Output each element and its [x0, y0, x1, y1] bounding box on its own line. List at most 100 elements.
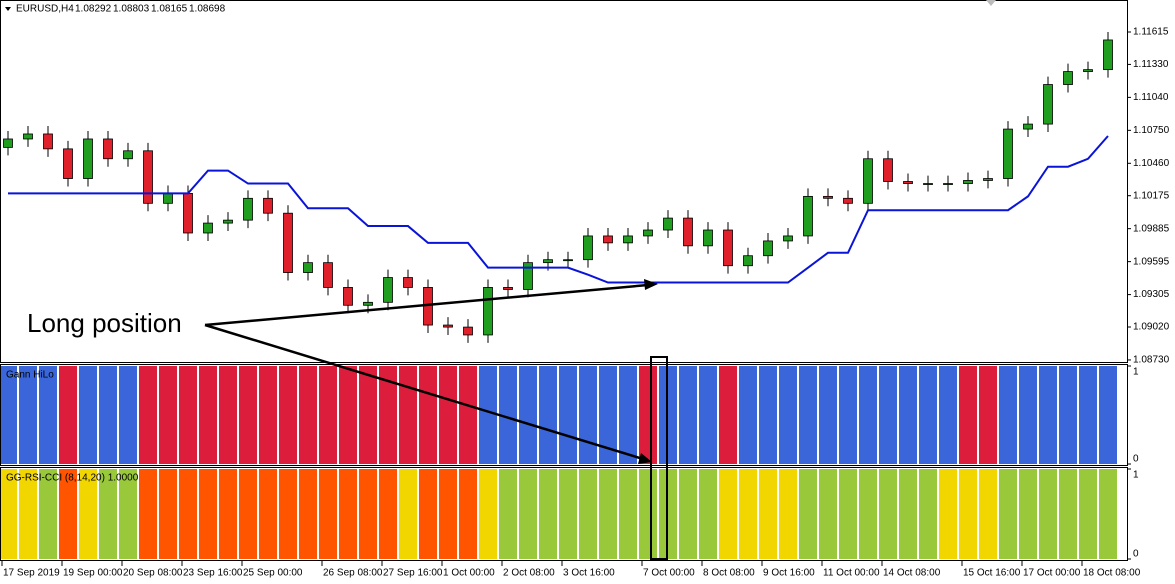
x-tick-label: 14 Oct 08:00: [883, 568, 941, 579]
x-tick-label: 19 Sep 00:00: [63, 568, 123, 579]
x-tick-label: 3 Oct 16:00: [563, 568, 615, 579]
candle-body: [883, 158, 893, 182]
candle-body: [683, 217, 693, 247]
candle-body: [843, 197, 853, 204]
candle-body: [663, 217, 673, 231]
indicator-bar: [779, 469, 797, 559]
arrow-shaft: [204, 323, 644, 461]
x-tick-label: 17 Oct 00:00: [1023, 568, 1081, 579]
y-tick-label: 1.09305: [1133, 289, 1170, 300]
indicator-bar: [559, 469, 577, 559]
candle-body: [723, 229, 733, 267]
indicator-bar: [799, 366, 817, 464]
indicator-bar: [1079, 469, 1097, 559]
indicator-bar: [199, 469, 217, 559]
indicator-bar: [199, 366, 217, 464]
indicator-bar: [819, 366, 837, 464]
candle-body: [63, 148, 73, 179]
indicator-bar: [459, 469, 477, 559]
candle-body: [643, 229, 653, 237]
candle-body: [243, 197, 253, 221]
indicator-bar: [479, 366, 497, 464]
candle-body: [263, 197, 273, 214]
indicator-bar: [259, 366, 277, 464]
indicator-bar: [939, 469, 957, 559]
indicator-bar: [359, 469, 377, 559]
candle-body: [1103, 39, 1113, 71]
indicator-bar: [599, 469, 617, 559]
indicator-bar: [1019, 469, 1037, 559]
indicator-bar: [979, 469, 997, 559]
header: EURUSD,H4 1.08292 1.08803 1.08165 1.0869…: [5, 4, 226, 15]
y-tick-label: 1: [1133, 367, 1139, 378]
y-tick-label: 1.11330: [1133, 59, 1169, 70]
candle-body: [903, 181, 913, 184]
indicator-bar: [579, 469, 597, 559]
x-tick-label: 25 Sep 00:00: [243, 568, 303, 579]
indicator-bar: [179, 469, 197, 559]
indicator-bar: [679, 469, 697, 559]
indicator-bar: [159, 366, 177, 464]
annotation: Long position: [27, 308, 182, 338]
indicator-bar: [839, 469, 857, 559]
indicator-bar: [1059, 469, 1077, 559]
indicator-bar: [19, 366, 37, 464]
y-tick-label: 0: [1133, 549, 1139, 560]
indicator-bar: [39, 366, 57, 464]
x-tick-label: 8 Oct 08:00: [703, 568, 755, 579]
indicator-bar: [259, 469, 277, 559]
indicator-bar: [919, 469, 937, 559]
main-panel-frame: [0, 0, 1128, 363]
indicator-bar: [299, 366, 317, 464]
indicator-bar: [279, 469, 297, 559]
indicator-bar: [639, 366, 657, 464]
candle-body: [23, 133, 33, 140]
indicator-bar: [319, 366, 337, 464]
indicator-bar: [559, 366, 577, 464]
arrow-head: [638, 453, 652, 464]
candle-body: [143, 150, 153, 204]
indicator-bar: [119, 366, 137, 464]
candle-body: [503, 287, 513, 290]
indicator-bar: [179, 366, 197, 464]
indicator-bar: [519, 366, 537, 464]
indicator-bar: [439, 366, 457, 464]
x-tick-label: 17 Sep 2019: [3, 568, 60, 579]
panel-frame: [0, 364, 1128, 466]
ohlc-high: 1.08803: [113, 4, 150, 15]
indicator-bar: [759, 366, 777, 464]
x-tick-label: 15 Oct 16:00: [963, 568, 1021, 579]
indicator-bar: [99, 469, 117, 559]
indicator-bar: [139, 469, 157, 559]
indicator-bar: [579, 366, 597, 464]
indicator-bar: [419, 469, 437, 559]
x-tick-label: 11 Oct 00:00: [823, 568, 880, 579]
indicator-bar: [459, 366, 477, 464]
indicator-bar: [779, 366, 797, 464]
indicator-bar: [879, 366, 897, 464]
indicator-bar: [599, 366, 617, 464]
candle-body: [303, 262, 313, 273]
indicator-bar: [99, 366, 117, 464]
candle-body: [803, 195, 813, 237]
indicator-bar: [739, 366, 757, 464]
y-tick-label: 1.10175: [1133, 190, 1170, 201]
candle-body: [43, 133, 53, 150]
indicator-bar: [819, 469, 837, 559]
candle-body: [3, 138, 13, 148]
indicator-bar: [339, 469, 357, 559]
candle-body: [183, 193, 193, 234]
indicator-bar: [759, 469, 777, 559]
x-tick-label: 26 Sep 08:00: [323, 568, 383, 579]
indicator-bar: [979, 366, 997, 464]
indicator-bar: [219, 366, 237, 464]
indicator-bar: [499, 469, 517, 559]
indicator-bar: [999, 469, 1017, 559]
candle-body: [963, 180, 973, 184]
indicator-bar: [539, 366, 557, 464]
candle-body: [443, 324, 453, 328]
indicator-bar: [59, 469, 77, 559]
candle-body: [483, 287, 493, 336]
candle-body: [923, 183, 933, 185]
